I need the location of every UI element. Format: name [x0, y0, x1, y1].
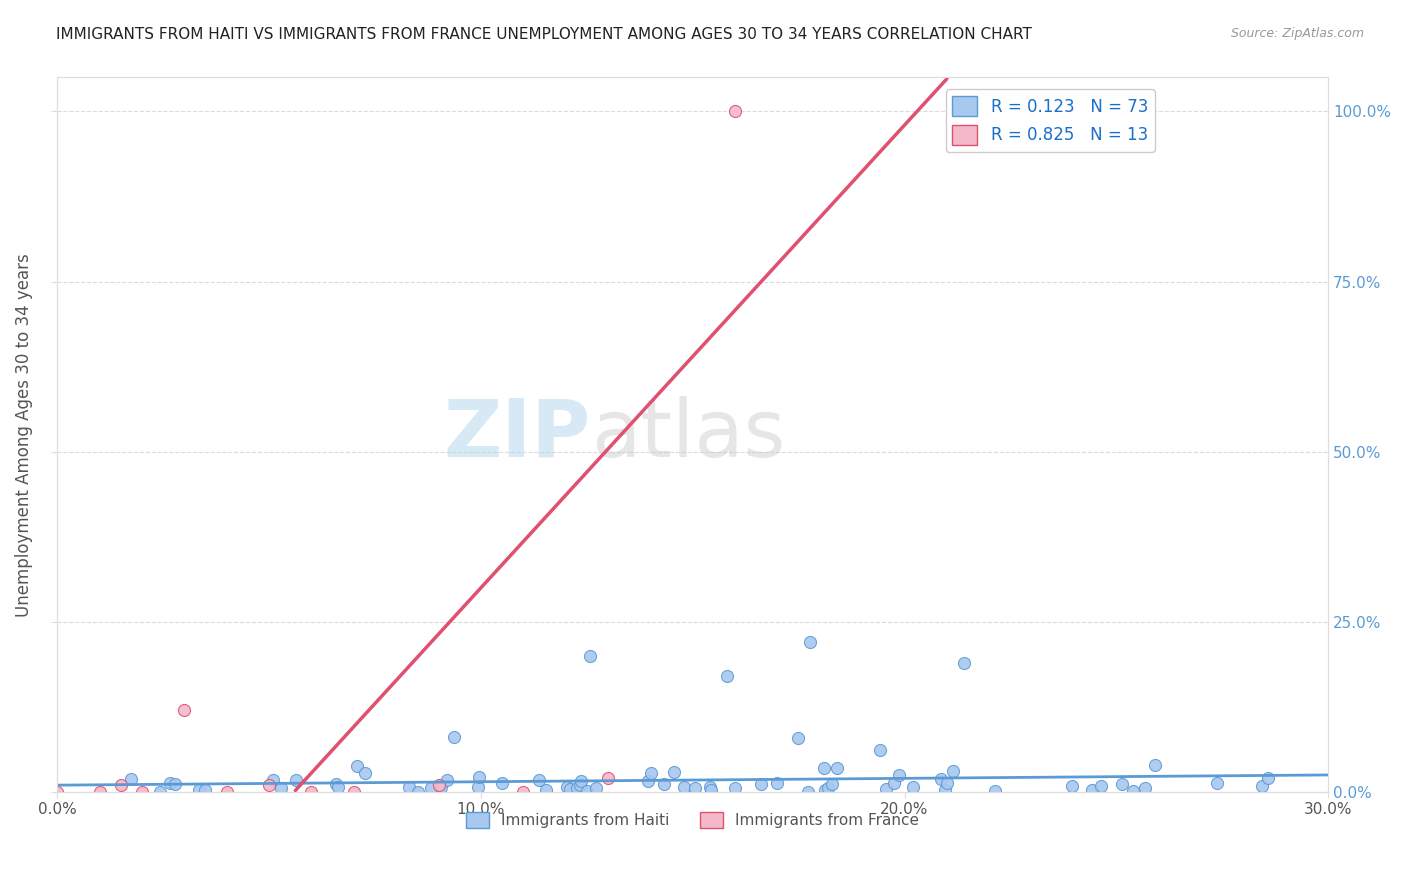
- Point: [569, 778, 592, 792]
- Point: [188, 783, 211, 797]
- Point: [443, 730, 465, 744]
- Point: [1133, 781, 1156, 796]
- Point: [1143, 758, 1166, 772]
- Point: [569, 773, 592, 788]
- Point: [596, 772, 619, 786]
- Point: [640, 765, 662, 780]
- Point: [467, 780, 489, 795]
- Point: [301, 785, 323, 799]
- Point: [797, 785, 820, 799]
- Point: [120, 772, 142, 786]
- Point: [685, 780, 707, 795]
- Point: [1111, 777, 1133, 791]
- Point: [821, 777, 844, 791]
- Text: IMMIGRANTS FROM HAITI VS IMMIGRANTS FROM FRANCE UNEMPLOYMENT AMONG AGES 30 TO 34: IMMIGRANTS FROM HAITI VS IMMIGRANTS FROM…: [56, 27, 1032, 42]
- Point: [406, 784, 429, 798]
- Point: [270, 780, 292, 795]
- Point: [1251, 779, 1274, 793]
- Point: [929, 772, 952, 786]
- Point: [716, 669, 738, 683]
- Y-axis label: Unemployment Among Ages 30 to 34 years: Unemployment Among Ages 30 to 34 years: [15, 252, 32, 616]
- Point: [131, 785, 153, 799]
- Point: [173, 703, 195, 717]
- Point: [343, 785, 366, 799]
- Point: [346, 758, 368, 772]
- Point: [1090, 779, 1112, 793]
- Point: [585, 780, 607, 795]
- Point: [536, 783, 558, 797]
- Point: [883, 776, 905, 790]
- Point: [901, 780, 924, 794]
- Point: [575, 784, 598, 798]
- Point: [555, 780, 578, 794]
- Point: [565, 780, 588, 795]
- Point: [1081, 782, 1104, 797]
- Point: [215, 785, 238, 799]
- Point: [558, 782, 581, 797]
- Point: [814, 782, 837, 797]
- Point: [491, 776, 513, 790]
- Point: [813, 761, 835, 775]
- Point: [110, 778, 132, 792]
- Point: [942, 764, 965, 779]
- Point: [953, 656, 976, 670]
- Point: [284, 772, 307, 787]
- Point: [1206, 776, 1229, 790]
- Point: [817, 781, 839, 796]
- Point: [325, 777, 347, 791]
- Point: [436, 772, 458, 787]
- Point: [699, 780, 721, 795]
- Point: [724, 104, 747, 119]
- Text: Source: ZipAtlas.com: Source: ZipAtlas.com: [1230, 27, 1364, 40]
- Point: [194, 783, 217, 797]
- Point: [875, 781, 897, 796]
- Point: [936, 775, 959, 789]
- Point: [652, 777, 675, 791]
- Point: [637, 773, 659, 788]
- Point: [89, 785, 111, 799]
- Point: [799, 635, 821, 649]
- Point: [326, 780, 349, 794]
- Point: [419, 781, 441, 796]
- Point: [662, 765, 685, 780]
- Point: [934, 783, 956, 797]
- Point: [430, 780, 453, 794]
- Point: [984, 784, 1007, 798]
- Point: [869, 743, 891, 757]
- Point: [427, 778, 450, 792]
- Point: [262, 772, 284, 787]
- Point: [1122, 784, 1144, 798]
- Point: [468, 770, 491, 784]
- Point: [46, 785, 69, 799]
- Point: [766, 776, 789, 790]
- Point: [825, 761, 848, 775]
- Point: [579, 648, 602, 663]
- Point: [398, 780, 420, 795]
- Point: [673, 780, 696, 794]
- Legend: Immigrants from Haiti, Immigrants from France: Immigrants from Haiti, Immigrants from F…: [460, 806, 925, 834]
- Point: [1257, 771, 1279, 785]
- Point: [887, 768, 910, 782]
- Point: [723, 780, 745, 795]
- Point: [257, 778, 280, 792]
- Text: atlas: atlas: [591, 396, 786, 474]
- Point: [354, 766, 377, 780]
- Point: [159, 776, 181, 790]
- Point: [749, 777, 772, 791]
- Point: [527, 772, 550, 787]
- Point: [699, 783, 721, 797]
- Point: [787, 731, 810, 745]
- Point: [163, 777, 186, 791]
- Point: [1062, 779, 1084, 793]
- Text: ZIP: ZIP: [444, 396, 591, 474]
- Point: [512, 785, 534, 799]
- Point: [148, 785, 170, 799]
